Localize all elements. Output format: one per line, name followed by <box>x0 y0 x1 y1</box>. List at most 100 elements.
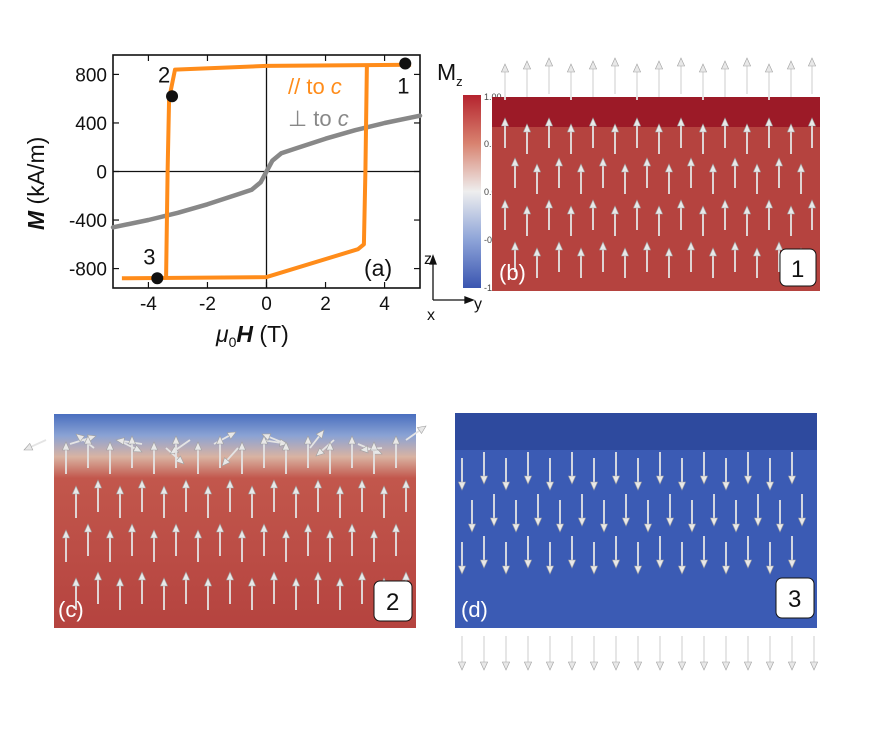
vector-arrow-head <box>598 241 608 251</box>
marked-points: 1 2 3 <box>143 57 412 285</box>
vector-arrow-head <box>775 523 785 533</box>
vector-arrow-head <box>500 199 510 209</box>
x-tick-label: -2 <box>199 294 216 315</box>
vector-arrow-shaft <box>69 437 89 445</box>
vector-arrow-head <box>313 571 323 581</box>
axes-triad: z y x <box>424 251 482 324</box>
panel-c: (c) 2 <box>23 414 427 628</box>
y-tick-label: 800 <box>75 65 107 86</box>
vector-arrow-head <box>720 60 730 70</box>
marked-point-label: 1 <box>397 73 409 98</box>
vector-arrow-head <box>315 447 325 457</box>
vector-arrow-head <box>545 481 555 491</box>
vector-arrow-head <box>633 481 643 491</box>
vector-arrow-head <box>765 661 775 671</box>
vector-arrow-head <box>203 485 213 495</box>
vector-arrow-head <box>611 661 621 671</box>
vector-arrow-head <box>401 479 411 489</box>
vector-arrow-head <box>774 241 784 251</box>
vector-arrow-head <box>259 523 269 533</box>
vector-arrow-shaft <box>269 436 287 445</box>
vector-arrow-head <box>698 123 708 133</box>
vector-arrow-head <box>23 442 34 451</box>
vector-arrow-head <box>787 661 797 671</box>
vector-arrow-head <box>379 485 389 495</box>
vector-arrow-head <box>632 63 642 73</box>
vector-arrow-head <box>588 117 598 127</box>
vector-arrow-head <box>567 475 577 485</box>
vector-arrow-head <box>532 247 542 257</box>
panel-d: (d) 3 <box>455 413 819 671</box>
marked-point-label: 2 <box>158 62 170 87</box>
vector-arrow-head <box>105 529 115 539</box>
vector-arrow-head <box>753 517 763 527</box>
vector-arrow-head <box>554 241 564 251</box>
vector-arrow-head <box>457 481 467 491</box>
vector-arrow-head <box>643 523 653 533</box>
vector-arrow-head <box>642 241 652 251</box>
vector-arrow-head <box>281 529 291 539</box>
vector-arrow-head <box>237 441 247 451</box>
vector-arrow-head <box>479 661 489 671</box>
vector-arrow-head <box>357 571 367 581</box>
vector-arrow-head <box>313 479 323 489</box>
vector-arrow-head <box>247 485 257 495</box>
vector-arrow-head <box>269 571 279 581</box>
vector-arrow-shaft <box>30 439 47 448</box>
vector-arrow-head <box>620 163 630 173</box>
vector-arrow-head <box>269 479 279 489</box>
x-axis-label: μ0H (T) <box>215 321 289 350</box>
vector-arrow-head <box>335 485 345 495</box>
vector-arrow-head <box>752 247 762 257</box>
vector-arrow-head <box>467 523 477 533</box>
vector-arrow-head <box>501 481 511 491</box>
vector-arrow-head <box>544 199 554 209</box>
vector-arrow-head <box>347 523 357 533</box>
vector-arrow-head <box>774 157 784 167</box>
triad-x-label: x <box>427 307 435 324</box>
triad-y-label: y <box>474 296 482 313</box>
panel-badge-2-text: 2 <box>386 589 399 616</box>
panel-d-arrows <box>457 452 819 671</box>
x-tick-label: 0 <box>261 294 272 315</box>
vector-arrow-head <box>764 199 774 209</box>
vector-arrow-head <box>137 479 147 489</box>
vector-arrow-head <box>743 661 753 671</box>
vector-arrow-head <box>807 57 817 67</box>
vector-arrow-head <box>655 475 665 485</box>
vector-arrow-head <box>501 565 511 575</box>
vector-arrow-head <box>71 485 81 495</box>
panel-badge-3 <box>775 577 815 619</box>
panel-badge-1-text: 1 <box>791 256 804 283</box>
vector-arrow-head <box>576 163 586 173</box>
vector-arrow-head <box>654 60 664 70</box>
vector-arrow-head <box>416 425 427 435</box>
vector-arrow-head <box>523 661 533 671</box>
vector-arrow-head <box>132 444 143 453</box>
vector-arrow-head <box>291 485 301 495</box>
panel-c-arrows <box>23 425 427 610</box>
vector-arrow-head <box>654 205 664 215</box>
series-parallel-lower-branch <box>121 64 369 281</box>
vector-arrow-head <box>149 529 159 539</box>
vector-arrow-head <box>632 117 642 127</box>
vector-arrow-head <box>479 475 489 485</box>
vector-arrow-head <box>500 63 510 73</box>
vector-arrow-head <box>115 485 125 495</box>
vector-arrow-head <box>567 559 577 569</box>
vector-arrow-head <box>698 205 708 215</box>
vector-arrow-head <box>325 441 335 451</box>
hysteresis-chart: -4 -2 0 2 4 800 400 0 -400 -800 1 2 3 // to c ⊥ to … <box>23 54 423 350</box>
vector-arrow-head <box>730 241 740 251</box>
vector-arrow-head <box>588 60 598 70</box>
panel-badge-2 <box>373 580 413 622</box>
vector-arrow-head <box>665 517 675 527</box>
vector-arrow-head <box>127 435 137 445</box>
vector-arrow-head <box>71 577 81 587</box>
vector-arrow-head <box>664 163 674 173</box>
vector-arrow-head <box>676 117 686 127</box>
vector-arrow-head <box>193 441 203 451</box>
y-tick-label: -800 <box>69 260 107 281</box>
vector-arrow-shaft <box>405 429 420 441</box>
